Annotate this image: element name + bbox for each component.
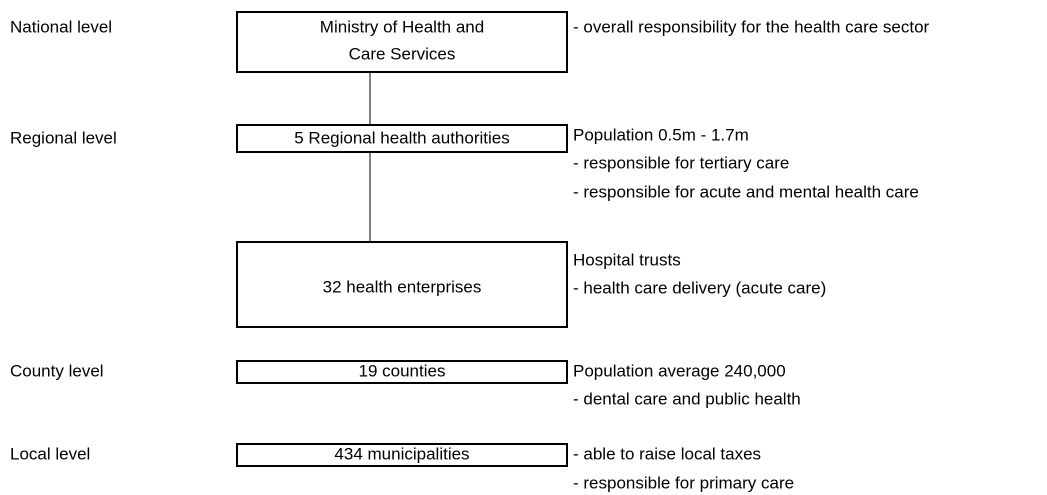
note: - dental care and public health [573, 389, 801, 408]
box-label: 19 counties [359, 361, 446, 380]
box [236, 124, 568, 153]
note: - responsible for tertiary care [573, 153, 789, 172]
box-label: Ministry of Health and [320, 17, 484, 36]
level-label: Local level [10, 444, 90, 463]
box-label: Care Services [349, 44, 456, 63]
note: - health care delivery (acute care) [573, 278, 826, 297]
box [236, 443, 568, 467]
box [236, 241, 568, 328]
box-label: 434 municipalities [334, 444, 469, 463]
level-label: Regional level [10, 128, 117, 147]
box [236, 11, 568, 73]
level-label: County level [10, 361, 104, 380]
note: - responsible for primary care [573, 473, 794, 492]
box-label: 32 health enterprises [323, 277, 482, 296]
note: Population 0.5m - 1.7m [573, 125, 749, 144]
note: - able to raise local taxes [573, 444, 761, 463]
box-label: 5 Regional health authorities [294, 128, 509, 147]
level-label: National level [10, 17, 112, 36]
box [236, 360, 568, 384]
note: Hospital trusts [573, 250, 681, 269]
note: - overall responsibility for the health … [573, 17, 930, 36]
note: Population average 240,000 [573, 361, 786, 380]
note: - responsible for acute and mental healt… [573, 182, 919, 201]
